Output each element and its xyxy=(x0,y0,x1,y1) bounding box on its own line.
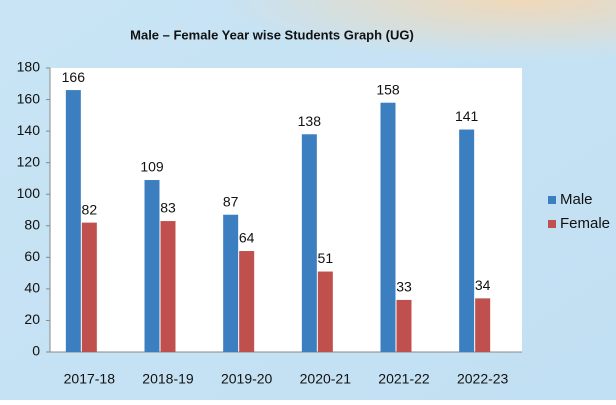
bar xyxy=(223,214,239,352)
legend-label: Female xyxy=(560,215,610,232)
plot-area xyxy=(50,68,522,352)
bar xyxy=(144,180,160,352)
x-tick-label: 2018-19 xyxy=(142,371,194,387)
value-label: 158 xyxy=(376,81,400,97)
x-tick-label: 2019-20 xyxy=(221,371,273,387)
value-label: 51 xyxy=(318,250,334,266)
y-tick-label: 120 xyxy=(17,153,41,169)
bar xyxy=(317,271,333,352)
y-tick-label: 0 xyxy=(32,343,40,359)
bar xyxy=(380,102,396,352)
legend-label: Male xyxy=(560,191,593,208)
y-tick-label: 160 xyxy=(17,90,41,106)
x-tick-label: 2022-23 xyxy=(457,371,509,387)
bar xyxy=(239,251,255,352)
bar xyxy=(396,299,412,352)
bar xyxy=(65,90,81,352)
bar xyxy=(81,222,97,352)
value-label: 166 xyxy=(62,69,86,85)
y-tick-label: 60 xyxy=(24,248,40,264)
y-tick-label: 140 xyxy=(17,122,41,138)
legend-swatch xyxy=(548,196,556,204)
y-tick-label: 180 xyxy=(17,59,41,75)
legend-swatch xyxy=(548,220,556,228)
x-tick-label: 2021-22 xyxy=(378,371,430,387)
bar xyxy=(160,221,176,352)
y-tick-label: 20 xyxy=(24,311,40,327)
x-tick-label: 2020-21 xyxy=(300,371,352,387)
value-label: 141 xyxy=(455,108,479,124)
value-label: 138 xyxy=(298,113,322,129)
chart-title: Male – Female Year wise Students Graph (… xyxy=(130,27,414,42)
y-tick-label: 80 xyxy=(24,216,40,232)
value-label: 34 xyxy=(475,277,491,293)
x-tick-label: 2017-18 xyxy=(64,371,116,387)
value-label: 33 xyxy=(396,279,412,295)
value-label: 109 xyxy=(140,159,164,175)
y-tick-label: 40 xyxy=(24,280,40,296)
bar xyxy=(459,129,475,352)
value-label: 83 xyxy=(160,200,176,216)
bar xyxy=(301,134,317,352)
bar xyxy=(475,298,491,352)
value-label: 87 xyxy=(223,193,239,209)
value-label: 82 xyxy=(82,201,98,217)
value-label: 64 xyxy=(239,230,255,246)
y-tick-label: 100 xyxy=(17,185,41,201)
